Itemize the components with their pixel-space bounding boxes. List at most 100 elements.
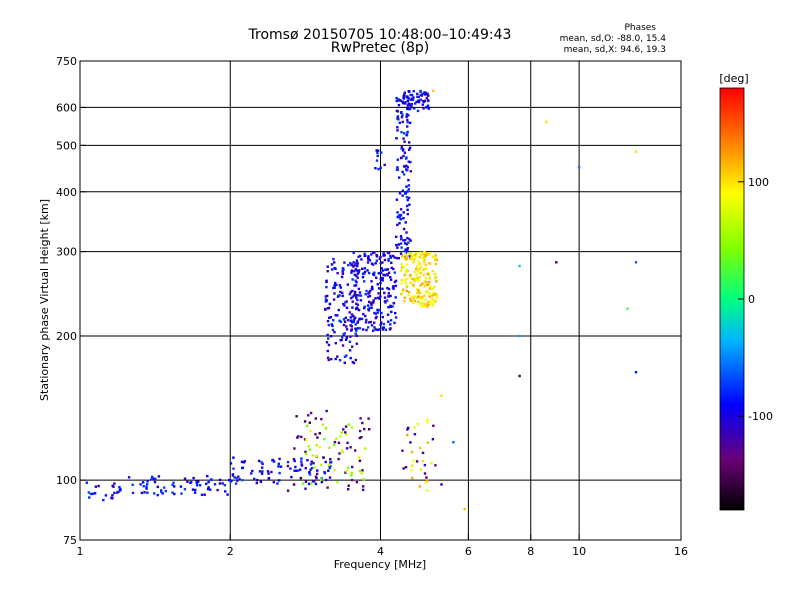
data-point: [406, 198, 409, 202]
data-point: [392, 267, 395, 271]
data-point: [143, 491, 146, 494]
data-point: [409, 297, 412, 300]
data-point: [403, 299, 406, 303]
data-point: [395, 256, 399, 260]
data-point: [403, 296, 406, 299]
data-point: [344, 301, 347, 304]
data-point: [518, 264, 521, 268]
data-point: [401, 148, 405, 151]
data-point: [354, 284, 358, 287]
data-point: [357, 271, 360, 274]
data-point: [326, 319, 330, 323]
data-point: [354, 327, 357, 330]
data-point: [261, 470, 264, 473]
data-point: [323, 471, 326, 474]
data-point: [372, 301, 375, 304]
data-point: [428, 262, 432, 265]
data-point: [434, 299, 438, 303]
data-point: [145, 485, 148, 488]
data-point: [371, 287, 374, 291]
data-point: [358, 291, 362, 294]
data-point: [315, 444, 318, 447]
data-point: [349, 324, 352, 327]
data-point: [340, 431, 343, 434]
data-point: [431, 255, 434, 258]
data-point: [397, 98, 400, 101]
data-point: [405, 185, 408, 188]
data-point: [430, 461, 433, 465]
data-point: [367, 271, 371, 275]
data-point: [351, 345, 354, 348]
data-point: [409, 239, 412, 242]
data-point: [376, 151, 379, 154]
data-point: [408, 255, 411, 258]
data-point: [378, 257, 381, 261]
data-point: [232, 456, 235, 459]
data-point: [392, 286, 395, 290]
data-point: [372, 299, 375, 302]
data-point: [271, 458, 275, 462]
x-axis-label: Frequency [MHz]: [334, 558, 426, 571]
data-point: [416, 92, 419, 96]
data-point: [401, 113, 404, 117]
data-point: [310, 460, 313, 463]
data-point: [373, 251, 376, 254]
data-point: [412, 96, 415, 99]
data-point: [419, 291, 422, 295]
data-point: [325, 341, 329, 344]
data-point: [396, 126, 399, 129]
data-point: [355, 302, 358, 305]
data-point: [386, 299, 389, 302]
y-tick-label: 500: [56, 139, 77, 152]
data-point: [308, 473, 312, 476]
data-point: [424, 290, 428, 294]
data-point: [416, 264, 419, 268]
data-point: [307, 445, 310, 448]
data-point: [342, 323, 346, 327]
data-point: [406, 248, 409, 252]
data-point: [308, 470, 311, 474]
data-point: [390, 310, 393, 314]
data-point: [375, 276, 378, 279]
data-point: [303, 438, 307, 441]
data-point: [399, 252, 403, 255]
data-point: [357, 308, 361, 312]
data-point: [343, 332, 346, 335]
data-point: [352, 318, 356, 321]
data-point: [383, 163, 386, 167]
data-point: [344, 425, 348, 428]
data-point: [87, 491, 91, 494]
data-point: [350, 471, 354, 475]
data-point: [218, 482, 222, 485]
data-point: [213, 483, 217, 486]
data-point: [295, 415, 298, 418]
data-point: [426, 104, 430, 107]
data-point: [356, 294, 359, 297]
data-point: [410, 254, 413, 257]
data-point: [363, 427, 366, 431]
data-point: [350, 426, 354, 429]
data-point: [408, 121, 412, 125]
data-point: [400, 255, 404, 258]
data-point: [326, 356, 330, 359]
data-point: [408, 148, 411, 151]
data-point: [255, 481, 258, 485]
data-point: [272, 460, 276, 463]
data-point: [270, 470, 273, 474]
data-point: [418, 302, 422, 306]
data-point: [423, 285, 426, 288]
data-point: [374, 262, 377, 265]
data-point: [195, 484, 199, 487]
data-point: [339, 339, 342, 342]
data-point: [378, 309, 381, 312]
data-point: [234, 482, 238, 485]
data-point: [381, 326, 384, 329]
data-point: [378, 297, 381, 301]
data-point: [309, 468, 312, 471]
data-point: [401, 101, 405, 105]
data-point: [320, 417, 323, 421]
data-point: [404, 271, 407, 274]
data-point: [324, 298, 328, 301]
data-point: [434, 262, 437, 266]
data-point: [397, 118, 400, 121]
